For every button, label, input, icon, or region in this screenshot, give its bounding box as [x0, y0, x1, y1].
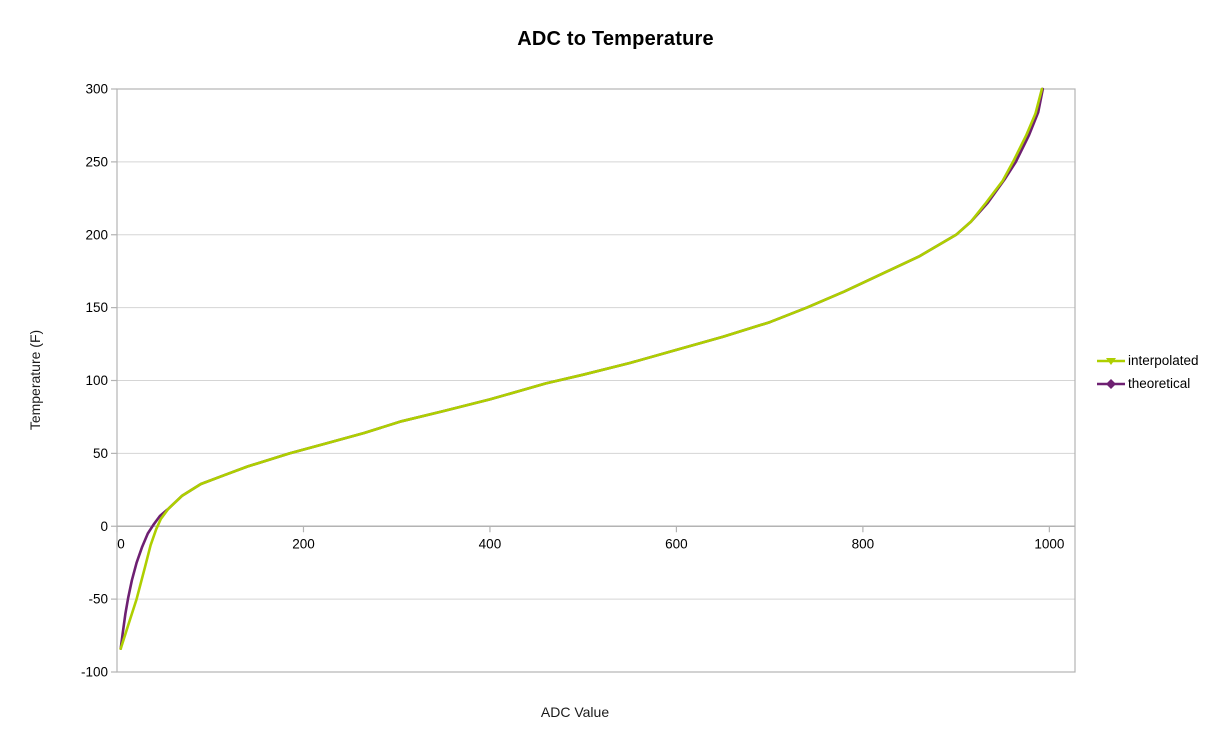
x-axis: 0 200 400 600 800 1000 — [116, 525, 1075, 551]
chart-title: ADC to Temperature — [517, 28, 714, 50]
y-tick-label: 300 — [85, 82, 108, 97]
x-axis-title: ADC Value — [540, 704, 610, 720]
x-tick-label: 400 — [479, 536, 502, 551]
series-interpolated-line — [119, 87, 1044, 651]
series-theoretical-line — [119, 87, 1045, 651]
y-tick-label: 150 — [85, 300, 108, 315]
y-tick-label: -50 — [88, 592, 108, 607]
legend-label-interpolated: interpolated — [1128, 353, 1199, 368]
y-tick-label: 100 — [85, 373, 108, 388]
y-tick-label: -100 — [81, 665, 108, 680]
x-tick-label: 0 — [117, 536, 125, 551]
gridlines-group — [117, 88, 1075, 673]
y-axis: -100 -50 0 50 100 150 200 250 300 — [81, 82, 117, 680]
y-tick-label: 250 — [85, 154, 108, 169]
y-tick-label: 50 — [93, 446, 108, 461]
x-tick-label: 200 — [292, 536, 315, 551]
legend-label-theoretical: theoretical — [1128, 376, 1191, 391]
legend: interpolated theoretical — [1096, 351, 1199, 393]
legend-item-interpolated: interpolated — [1096, 351, 1199, 370]
x-tick-label: 800 — [852, 536, 875, 551]
interpolated-line-marker-icon — [1097, 357, 1125, 365]
y-tick-label: 200 — [85, 227, 108, 242]
x-tick-label: 600 — [665, 536, 688, 551]
x-tick-label: 1000 — [1034, 536, 1064, 551]
y-tick-label: 0 — [100, 519, 108, 534]
legend-item-theoretical: theoretical — [1096, 374, 1199, 393]
theoretical-line-marker-icon — [1097, 378, 1125, 389]
